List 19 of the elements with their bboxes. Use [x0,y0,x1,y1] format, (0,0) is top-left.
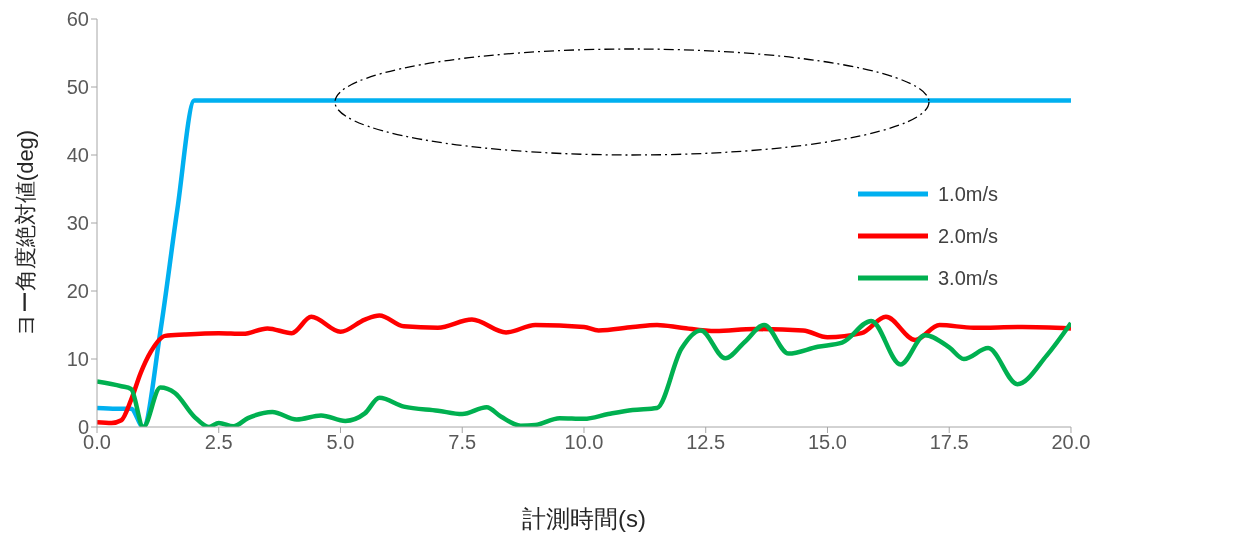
y-tick-label: 20 [66,280,89,303]
x-tick-label: 12.5 [686,431,726,454]
legend-label: 1.0m/s [938,182,999,206]
x-tick-label: 20.0 [1051,431,1091,454]
x-tick-label: 15.0 [808,431,847,454]
x-tick-label: 10.0 [564,431,604,454]
x-tick-label: 5.0 [326,431,355,454]
y-tick-label: 40 [66,144,89,167]
legend-label: 2.0m/s [938,224,999,248]
y-tick-label: 30 [66,212,89,235]
x-tick-label: 17.5 [929,431,969,454]
x-tick-label: 7.5 [448,431,477,454]
y-tick-label: 50 [66,76,89,99]
y-tick-label: 10 [66,348,89,371]
x-axis-title: 計測時間(s) [521,505,646,532]
legend-label: 3.0m/s [938,266,999,290]
y-tick-label: 60 [66,8,89,31]
y-axis-title: ヨー角度絶対値(deg) [13,129,39,337]
x-tick-label: 2.5 [204,431,233,454]
